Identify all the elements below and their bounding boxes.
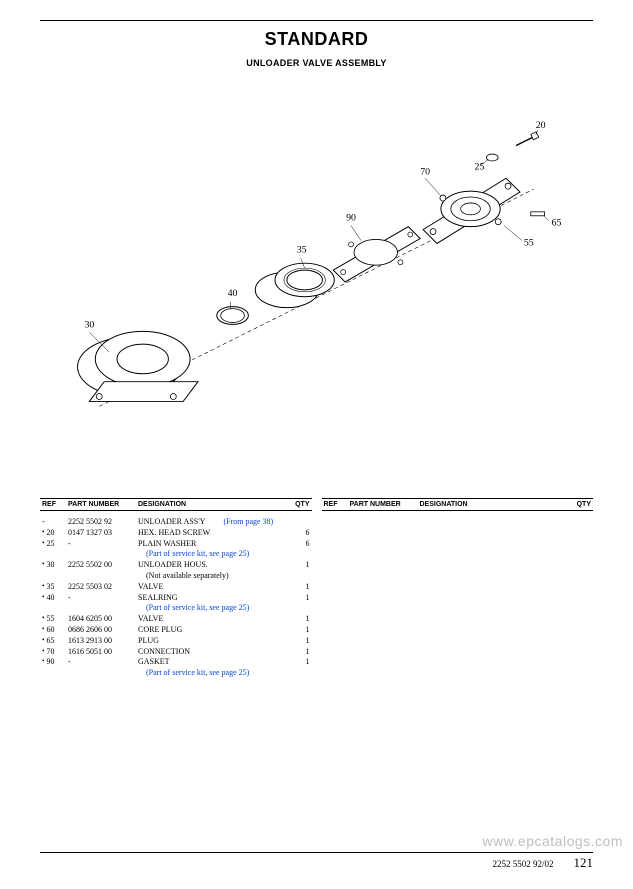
- cell-designation: PLAIN WASHER: [138, 539, 288, 550]
- table-row: 651613 2913 00PLUG1: [40, 636, 312, 647]
- cell-qty: 1: [288, 593, 312, 604]
- col-header-qty: QTY: [288, 501, 312, 508]
- cell-part-number: -: [68, 657, 138, 668]
- table-row: 25-PLAIN WASHER6: [40, 539, 312, 550]
- page-subtitle: UNLOADER VALVE ASSEMBLY: [40, 58, 593, 68]
- cell-qty: 1: [288, 636, 312, 647]
- cell-ref: -: [40, 517, 68, 528]
- parts-table-col-left: REF PART NUMBER DESIGNATION QTY -2252 55…: [40, 498, 312, 679]
- cell-qty: 6: [288, 528, 312, 539]
- svg-text:30: 30: [84, 319, 94, 330]
- cell-ref: 20: [40, 528, 68, 539]
- cell-ref: 30: [40, 560, 68, 571]
- watermark-text: www.epcatalogs.com: [482, 833, 623, 849]
- cell-designation: GASKET: [138, 657, 288, 668]
- col-header-des: DESIGNATION: [420, 501, 570, 508]
- cell-qty: 1: [288, 625, 312, 636]
- col-header-ref: REF: [40, 501, 68, 508]
- table-row: 90-GASKET1: [40, 657, 312, 668]
- cell-ref: 70: [40, 647, 68, 658]
- svg-text:90: 90: [346, 213, 356, 224]
- col-header-des: DESIGNATION: [138, 501, 288, 508]
- part-90: 90: [333, 213, 420, 282]
- table-row: -2252 5502 92UNLOADER ASS'Y(From page 38…: [40, 517, 312, 528]
- exploded-diagram: 30 40 35: [40, 108, 593, 448]
- cell-ref: 25: [40, 539, 68, 550]
- cell-ref: 60: [40, 625, 68, 636]
- col-header-ref: REF: [322, 501, 350, 508]
- cell-designation: SEALRING: [138, 593, 288, 604]
- top-rule: [40, 20, 593, 21]
- cell-qty: 1: [288, 614, 312, 625]
- cell-ref: 90: [40, 657, 68, 668]
- cell-designation: HEX. HEAD SCREW: [138, 528, 288, 539]
- page-title: STANDARD: [40, 29, 593, 50]
- col-header-pn: PART NUMBER: [350, 501, 420, 508]
- cell-part-number: -: [68, 539, 138, 550]
- table-row: 200147 1327 03HEX. HEAD SCREW6: [40, 528, 312, 539]
- svg-text:65: 65: [552, 218, 562, 229]
- cell-ref: 35: [40, 582, 68, 593]
- footer-doc-number: 2252 5502 92/02: [492, 859, 553, 869]
- table-row: 701616 5051 00CONNECTION1: [40, 647, 312, 658]
- parts-table: REF PART NUMBER DESIGNATION QTY -2252 55…: [40, 498, 593, 679]
- cell-qty: 1: [288, 647, 312, 658]
- col-header-qty: QTY: [569, 501, 593, 508]
- cell-part-number: 1616 5051 00: [68, 647, 138, 658]
- cell-qty: 1: [288, 560, 312, 571]
- svg-text:40: 40: [228, 288, 238, 299]
- cell-designation: PLUG: [138, 636, 288, 647]
- part-20: 20: [516, 120, 546, 146]
- table-row: 551604 6205 00VALVE1: [40, 614, 312, 625]
- cell-designation: CONNECTION: [138, 647, 288, 658]
- table-row: 600686 2606 00CORE PLUG1: [40, 625, 312, 636]
- svg-text:55: 55: [524, 237, 534, 248]
- part-40: 40: [217, 288, 249, 325]
- cell-designation: VALVE: [138, 582, 288, 593]
- table-row: 302252 5502 00UNLOADER HOUS.1: [40, 560, 312, 571]
- cell-designation: UNLOADER HOUS.: [138, 560, 288, 571]
- part-35: 35: [255, 244, 334, 307]
- parts-table-col-right: REF PART NUMBER DESIGNATION QTY: [322, 498, 594, 679]
- part-flange: 70 55 65: [420, 166, 561, 248]
- cell-qty: 1: [288, 582, 312, 593]
- cell-part-number: 0686 2606 00: [68, 625, 138, 636]
- cell-part-number: -: [68, 593, 138, 604]
- service-kit-note: (Part of service kit, see page 25): [40, 549, 312, 560]
- cell-qty: 6: [288, 539, 312, 550]
- svg-text:20: 20: [536, 120, 546, 131]
- page-footer: 2252 5502 92/02 121: [40, 852, 593, 871]
- col-header-pn: PART NUMBER: [68, 501, 138, 508]
- availability-note: (Not available separately): [40, 571, 312, 582]
- cell-designation: CORE PLUG: [138, 625, 288, 636]
- part-30: 30: [78, 319, 198, 401]
- svg-text:70: 70: [420, 166, 430, 177]
- cell-part-number: 2252 5502 00: [68, 560, 138, 571]
- cell-part-number: 2252 5503 02: [68, 582, 138, 593]
- svg-text:35: 35: [297, 244, 307, 255]
- cell-ref: 40: [40, 593, 68, 604]
- cell-part-number: 1613 2913 00: [68, 636, 138, 647]
- table-row: 40-SEALRING1: [40, 593, 312, 604]
- cell-part-number: 2252 5502 92: [68, 517, 138, 528]
- part-25: 25: [475, 154, 499, 172]
- table-row: 352252 5503 02VALVE1: [40, 582, 312, 593]
- cell-designation: UNLOADER ASS'Y(From page 38): [138, 517, 288, 528]
- cell-part-number: 1604 6205 00: [68, 614, 138, 625]
- cell-ref: 55: [40, 614, 68, 625]
- footer-page-number: 121: [574, 855, 594, 871]
- cell-qty: 1: [288, 657, 312, 668]
- service-kit-note: (Part of service kit, see page 25): [40, 603, 312, 614]
- cell-ref: 65: [40, 636, 68, 647]
- from-page-link: (From page 38): [223, 517, 273, 526]
- svg-text:25: 25: [475, 161, 485, 172]
- service-kit-note: (Part of service kit, see page 25): [40, 668, 312, 679]
- cell-designation: VALVE: [138, 614, 288, 625]
- cell-qty: [288, 517, 312, 528]
- cell-part-number: 0147 1327 03: [68, 528, 138, 539]
